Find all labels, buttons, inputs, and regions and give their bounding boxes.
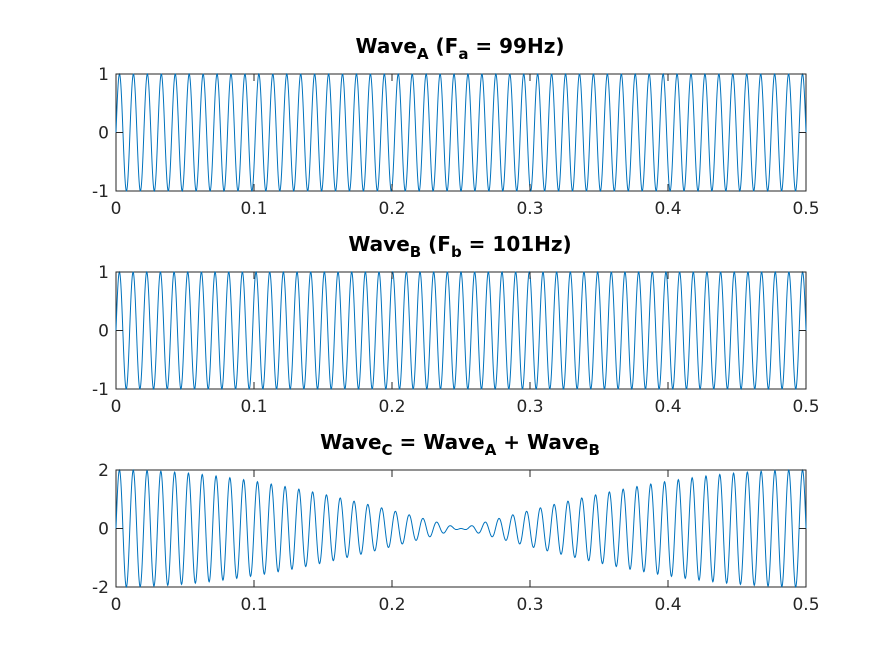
x-tick-label: 0.4	[654, 595, 681, 615]
x-tick-label: 0.2	[378, 199, 405, 219]
subplot-title-wave-c: WaveC = WaveA + WaveB	[320, 430, 600, 459]
y-tick-label: -1	[92, 182, 109, 202]
x-tick-label: 0.2	[378, 595, 405, 615]
y-tick-label: 1	[98, 263, 109, 283]
y-tick-label: 2	[98, 461, 109, 481]
x-tick-label: 0.3	[516, 397, 543, 417]
ticks-wave-b: 0 0.1 0.2 0.3 0.4 0.510-1	[92, 263, 819, 417]
axes-wave-b	[115, 271, 807, 390]
ticks-wave-c: 0 0.1 0.2 0.3 0.4 0.520-2	[92, 461, 819, 615]
x-tick-label: 0.4	[654, 199, 681, 219]
x-tick-label: 0.1	[240, 199, 267, 219]
x-tick-label: 0.3	[516, 595, 543, 615]
x-tick-label: 0.3	[516, 199, 543, 219]
x-tick-label: 0	[111, 199, 122, 219]
subplot-wave-c: WaveC = WaveA + WaveB 0 0.1 0.2 0.3 0.4 0.5 2 0…	[92, 430, 819, 615]
y-tick-label: 0	[98, 322, 109, 342]
axes-wave-a	[115, 73, 807, 192]
x-tick-label: 0.5	[792, 595, 819, 615]
x-tick-label: 0.1	[240, 397, 267, 417]
x-tick-label: 0	[111, 595, 122, 615]
x-tick-label: 0.2	[378, 397, 405, 417]
y-tick-label: 0	[98, 124, 109, 144]
ticks-wave-a: 0 0.1 0.2 0.3 0.4 0.510-1	[92, 65, 819, 219]
series-line-wave-a	[115, 72, 807, 193]
subplot-wave-a: WaveA (Fa = 99Hz) 0 0.1 0.2 0.3 0.4 0.510-1	[92, 34, 819, 219]
x-tick-label: 0	[111, 397, 122, 417]
series-line-wave-b	[115, 270, 807, 391]
y-tick-label: -2	[92, 578, 109, 598]
subplot-title-wave-b: WaveB (Fb = 101Hz)	[348, 232, 571, 261]
subplot-title-wave-a: WaveA (Fa = 99Hz)	[356, 34, 565, 63]
series-line-wave-c	[115, 468, 807, 589]
y-tick-label: 0	[98, 520, 109, 540]
x-tick-label: 0.4	[654, 397, 681, 417]
y-tick-label: 1	[98, 65, 109, 85]
x-tick-label: 0.5	[792, 397, 819, 417]
x-tick-label: 0.5	[792, 199, 819, 219]
y-tick-label: -1	[92, 380, 109, 400]
subplot-wave-b: WaveB (Fb = 101Hz) 0 0.1 0.2 0.3 0.4 0.510-1	[92, 232, 819, 417]
x-tick-label: 0.1	[240, 595, 267, 615]
